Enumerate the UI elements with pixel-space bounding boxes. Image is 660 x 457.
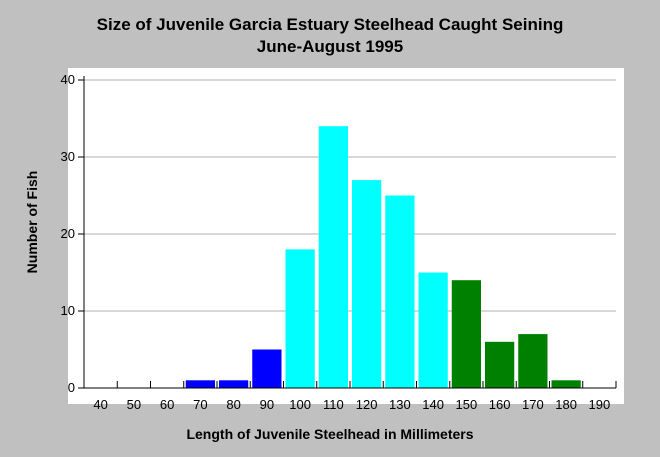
x-tick-label: 130 xyxy=(389,397,411,412)
x-axis-label: Length of Juvenile Steelhead in Millimet… xyxy=(186,426,474,442)
x-tick-label: 170 xyxy=(522,397,544,412)
x-tick-label: 140 xyxy=(422,397,444,412)
bar-170 xyxy=(518,334,548,388)
bar-130 xyxy=(385,195,415,388)
y-tick-labels: 0 10 20 30 40 xyxy=(61,72,75,395)
x-tick-label: 60 xyxy=(160,397,174,412)
y-tick-label: 30 xyxy=(61,149,75,164)
x-tick-label: 80 xyxy=(226,397,240,412)
x-tick-label: 120 xyxy=(356,397,378,412)
y-tick-label: 20 xyxy=(61,226,75,241)
bar-110 xyxy=(318,126,348,388)
bar-160 xyxy=(485,341,515,388)
y-tick-label: 10 xyxy=(61,303,75,318)
grid-lines xyxy=(84,79,616,312)
bar-180 xyxy=(551,380,581,388)
bar-90 xyxy=(252,349,282,388)
y-tick-label: 40 xyxy=(61,72,75,87)
bar-140 xyxy=(418,272,448,388)
bar-120 xyxy=(352,180,382,388)
x-tick-label: 50 xyxy=(127,397,141,412)
x-tick-label: 100 xyxy=(289,397,311,412)
bar-70 xyxy=(185,380,215,388)
bar-80 xyxy=(219,380,249,388)
x-tick-label: 90 xyxy=(260,397,274,412)
axes xyxy=(78,76,617,389)
bar-150 xyxy=(451,280,481,388)
x-tick-label: 70 xyxy=(193,397,207,412)
x-tick-label: 190 xyxy=(589,397,611,412)
x-tick-label: 160 xyxy=(489,397,511,412)
x-tick-labels: 40 50 60 70 80 90 100 110 120 130 140 150 160 170 180 1… xyxy=(93,397,610,412)
bars xyxy=(185,126,581,388)
x-tick-label: 40 xyxy=(93,397,107,412)
bar-100 xyxy=(285,249,315,388)
chart-title: Size of Juvenile Garcia Estuary Steelhea… xyxy=(96,15,564,34)
chart-subtitle: June-August 1995 xyxy=(256,37,404,56)
x-tick-label: 150 xyxy=(456,397,478,412)
x-tick-label: 110 xyxy=(323,397,344,412)
y-axis-label: Number of Fish xyxy=(24,170,40,274)
y-tick-label: 0 xyxy=(68,380,75,395)
x-tick-label: 180 xyxy=(555,397,577,412)
